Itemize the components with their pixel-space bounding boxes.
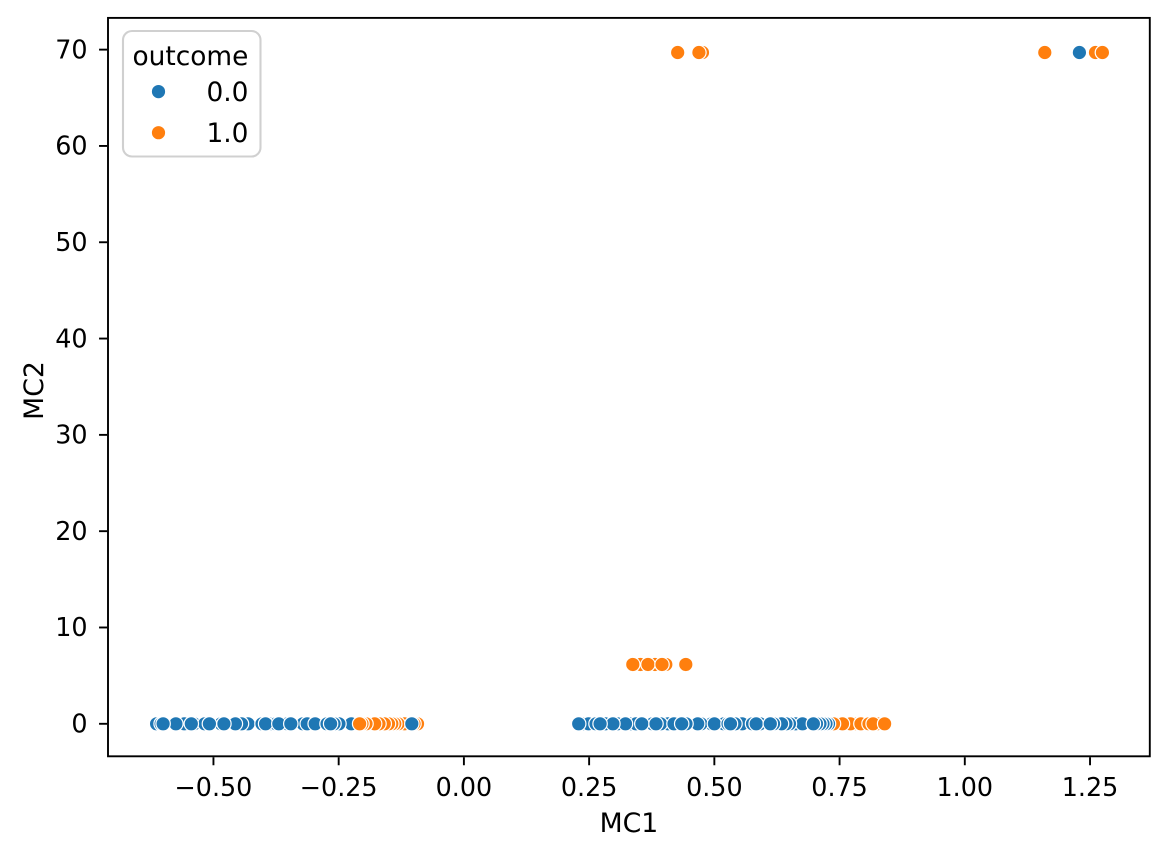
scatter-point: [624, 656, 641, 673]
scatter-point: [673, 715, 690, 732]
y-tick-label: 50: [55, 227, 87, 257]
scatter-point: [201, 715, 218, 732]
scatter-point: [592, 715, 608, 732]
legend-marker: [150, 124, 167, 141]
scatter-point: [404, 715, 420, 732]
scatter-point: [706, 715, 723, 732]
scatter-point: [654, 656, 670, 673]
legend-marker: [150, 83, 167, 100]
scatter-point: [351, 715, 368, 732]
points-group: [148, 44, 1111, 732]
y-tick-label: 30: [55, 420, 87, 450]
scatter-point: [1094, 44, 1111, 61]
scatter-point: [722, 715, 739, 732]
scatter-point: [322, 715, 339, 732]
y-tick-label: 60: [55, 131, 87, 161]
scatter-point: [216, 715, 232, 732]
y-tick-label: 10: [55, 612, 87, 642]
scatter-point: [691, 44, 707, 61]
x-tick-label: −0.50: [175, 772, 253, 802]
scatter-point: [155, 715, 171, 732]
x-tick-label: 0.75: [811, 772, 868, 802]
x-tick-label: 1.00: [937, 772, 994, 802]
scatter-point: [669, 44, 686, 61]
scatter-point: [1071, 44, 1088, 61]
scatter-point: [634, 715, 650, 732]
scatter-point: [876, 715, 893, 732]
x-tick-label: −0.25: [300, 772, 378, 802]
scatter-point: [805, 715, 822, 732]
scatter-point: [748, 715, 764, 732]
legend-entry-label: 0.0: [207, 77, 249, 108]
legend-entry-label: 1.0: [207, 118, 249, 149]
legend-title: outcome: [133, 41, 249, 72]
x-tick-label: 0.00: [436, 772, 493, 802]
x-tick-label: 0.50: [686, 772, 743, 802]
y-tick-label: 20: [55, 516, 87, 546]
x-axis-label: MC1: [600, 808, 659, 839]
scatter-point: [648, 715, 664, 732]
y-tick-label: 0: [71, 709, 87, 739]
x-tick-label: 0.25: [561, 772, 618, 802]
scatter-point: [640, 656, 656, 673]
scatter-point: [570, 715, 587, 732]
legend: outcome 0.0 1.0: [121, 29, 262, 158]
scatter-point: [282, 715, 299, 732]
scatter-point: [257, 715, 274, 732]
scatter-point: [1036, 44, 1053, 61]
axes-spines: [107, 16, 1151, 758]
y-tick-label: 40: [55, 323, 87, 353]
scatter-point: [677, 656, 694, 673]
y-axis-label: MC2: [19, 361, 50, 420]
x-axis: −0.50 −0.25 0.00 0.25 0.50 0.75 1.00 1.25: [175, 757, 1119, 802]
scatter-point: [762, 715, 779, 732]
y-axis: 0 10 20 30 40 50 60 70: [55, 34, 108, 739]
scatter-point: [183, 715, 200, 732]
y-tick-label: 70: [55, 34, 87, 64]
x-tick-label: 1.25: [1062, 772, 1119, 802]
